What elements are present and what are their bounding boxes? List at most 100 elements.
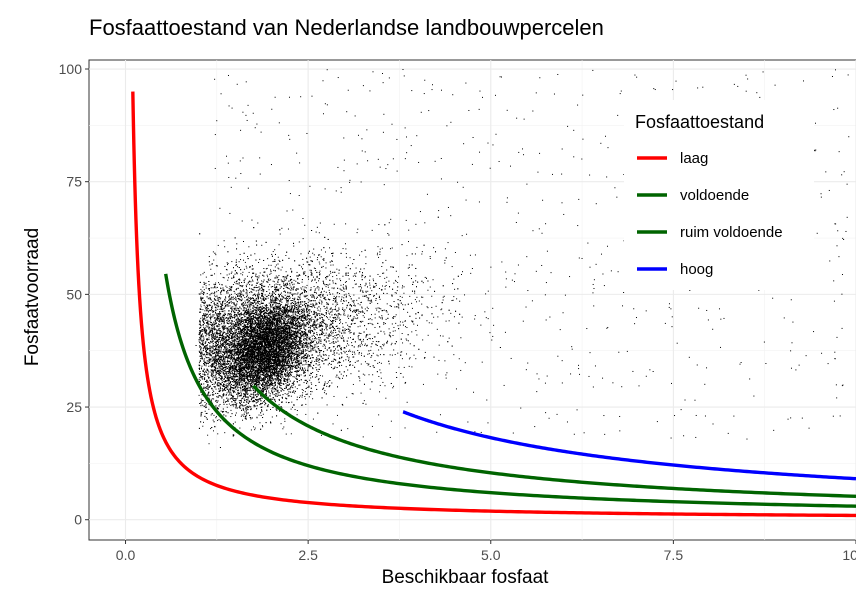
scatter-point: [213, 398, 214, 399]
scatter-point: [307, 295, 308, 296]
scatter-point: [208, 334, 209, 335]
scatter-point: [257, 402, 258, 403]
scatter-point: [275, 306, 276, 307]
scatter-point: [250, 383, 251, 384]
scatter-point: [284, 342, 285, 343]
scatter-point: [281, 331, 282, 332]
scatter-point: [227, 332, 228, 333]
scatter-point: [205, 374, 206, 375]
chart-title: Fosfaattoestand van Nederlandse landbouw…: [89, 15, 604, 40]
scatter-point: [227, 407, 228, 408]
scatter-point: [225, 334, 226, 335]
scatter-point: [285, 371, 286, 372]
scatter-point: [262, 386, 263, 387]
scatter-point: [236, 341, 237, 342]
scatter-point: [252, 384, 253, 385]
scatter-point: [283, 323, 284, 324]
scatter-point: [255, 331, 256, 332]
scatter-point: [268, 391, 269, 392]
scatter-point: [253, 393, 254, 394]
scatter-point: [268, 392, 269, 393]
scatter-point: [299, 348, 300, 349]
scatter-point: [267, 349, 268, 350]
scatter-point: [263, 377, 264, 378]
scatter-point: [301, 374, 302, 375]
scatter-point: [259, 422, 260, 423]
scatter-point: [296, 312, 297, 313]
scatter-point: [233, 340, 234, 341]
scatter-point: [266, 371, 267, 372]
scatter-point: [297, 294, 298, 295]
scatter-point: [230, 348, 231, 349]
scatter-point: [279, 260, 280, 261]
scatter-point: [286, 353, 287, 354]
scatter-point: [285, 361, 286, 362]
scatter-point: [271, 316, 272, 317]
scatter-point: [274, 378, 275, 379]
scatter-point: [235, 408, 236, 409]
scatter-point: [274, 399, 275, 400]
scatter-point: [234, 356, 235, 357]
scatter-point: [220, 355, 221, 356]
scatter-point: [273, 398, 274, 399]
scatter-point: [297, 344, 298, 345]
scatter-point: [216, 377, 217, 378]
scatter-point: [226, 357, 227, 358]
scatter-point: [278, 368, 279, 369]
scatter-point: [267, 384, 268, 385]
scatter-point: [282, 316, 283, 317]
scatter-point: [221, 411, 222, 412]
scatter-point: [219, 346, 220, 347]
scatter-point: [252, 325, 253, 326]
scatter-point: [293, 385, 294, 386]
scatter-point: [254, 406, 255, 407]
scatter-point: [274, 391, 275, 392]
scatter-point: [236, 403, 237, 404]
scatter-point: [277, 281, 278, 282]
scatter-point: [257, 311, 258, 312]
scatter-point: [299, 349, 300, 350]
scatter-point: [264, 400, 265, 401]
scatter-point: [247, 302, 248, 303]
scatter-point: [301, 318, 302, 319]
scatter-point: [269, 303, 270, 304]
scatter-point: [249, 383, 250, 384]
scatter-point: [276, 390, 277, 391]
scatter-point: [284, 374, 285, 375]
scatter-point: [285, 367, 286, 368]
scatter-point: [242, 420, 243, 421]
scatter-point: [243, 405, 244, 406]
scatter-point: [235, 329, 236, 330]
scatter-point: [304, 382, 305, 383]
scatter-point: [302, 357, 303, 358]
scatter-point: [215, 389, 216, 390]
scatter-point: [299, 333, 300, 334]
scatter-point: [249, 395, 250, 396]
scatter-point: [280, 352, 281, 353]
scatter-point: [280, 395, 281, 396]
scatter-point: [237, 327, 238, 328]
scatter-point: [270, 369, 271, 370]
scatter-point: [305, 349, 306, 350]
scatter-point: [297, 414, 298, 415]
scatter-point: [303, 364, 304, 365]
scatter-point: [269, 387, 270, 388]
scatter-point: [248, 386, 249, 387]
scatter-point: [289, 376, 290, 377]
scatter-point: [290, 297, 291, 298]
scatter-point: [242, 323, 243, 324]
scatter-point: [312, 338, 313, 339]
scatter-point: [249, 292, 250, 293]
scatter-point: [229, 393, 230, 394]
scatter-point: [279, 356, 280, 357]
scatter-point: [253, 426, 254, 427]
scatter-point: [284, 373, 285, 374]
scatter-point: [219, 390, 220, 391]
scatter-point: [270, 319, 271, 320]
scatter-point: [290, 341, 291, 342]
scatter-point: [255, 304, 256, 305]
scatter-point: [211, 400, 212, 401]
scatter-point: [263, 366, 264, 367]
scatter-point: [233, 404, 234, 405]
